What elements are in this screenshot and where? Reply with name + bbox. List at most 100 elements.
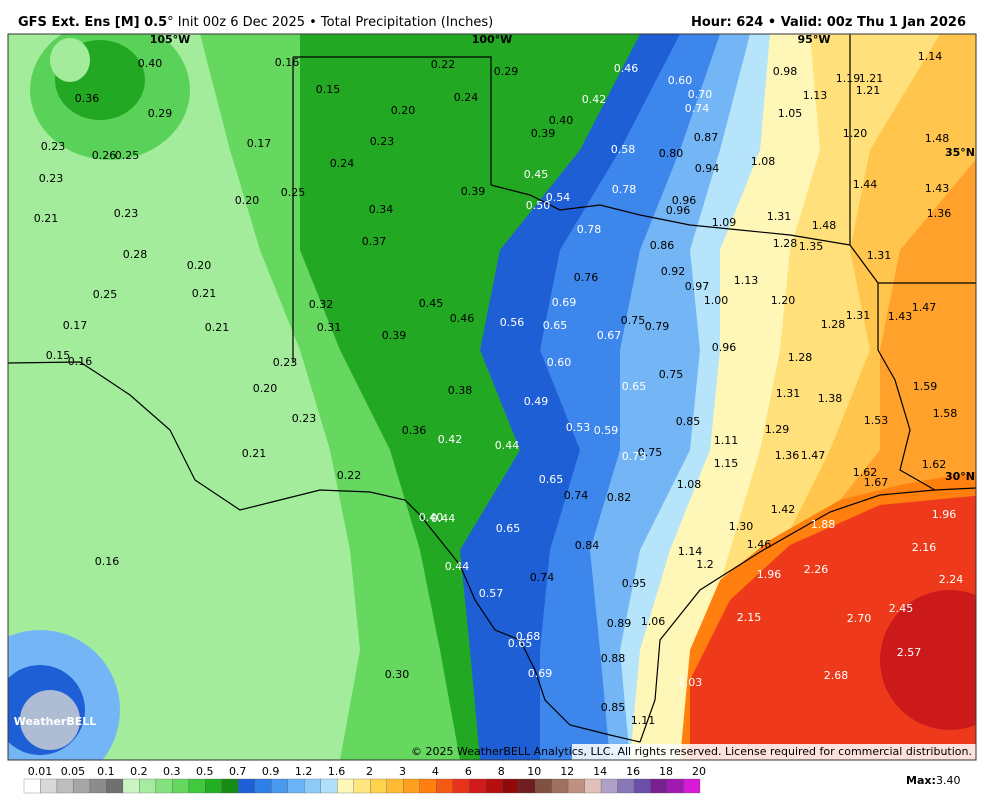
max-value: 3.40 <box>936 774 961 787</box>
legend-swatch <box>172 778 190 794</box>
precip-label: 0.34 <box>369 203 394 216</box>
precip-label: 1.35 <box>799 240 824 253</box>
precip-label: 0.30 <box>385 668 410 681</box>
legend-tick-label: 0.05 <box>61 765 86 778</box>
precip-label: 0.84 <box>575 539 600 552</box>
precip-label: 0.23 <box>292 412 317 425</box>
precip-label: 0.23 <box>273 356 298 369</box>
precip-label: 0.24 <box>454 91 479 104</box>
precip-label: 0.59 <box>594 424 619 437</box>
precip-label: 2.57 <box>897 646 922 659</box>
precip-label: 1.43 <box>888 310 913 323</box>
precip-label: 0.39 <box>382 329 407 342</box>
precip-label: 2.68 <box>824 669 849 682</box>
precip-label: 0.16 <box>275 56 300 69</box>
precip-label: 1.14 <box>918 50 943 63</box>
precip-label: 0.82 <box>607 491 632 504</box>
precip-label: 1.28 <box>773 237 798 250</box>
precip-label: 0.37 <box>362 235 387 248</box>
logo: WeatherBELL <box>14 715 97 728</box>
precip-label: 0.40 <box>419 511 444 524</box>
max-label: Max: <box>906 774 936 787</box>
precip-label: 0.21 <box>34 212 59 225</box>
legend-tick-label: 4 <box>432 765 439 778</box>
legend-swatch <box>469 778 486 794</box>
precip-label: 1.88 <box>811 518 836 531</box>
legend-tick-label: 18 <box>659 765 673 778</box>
precip-label: 1.30 <box>729 520 754 533</box>
precip-label: 1.46 <box>747 538 772 551</box>
precip-label: 0.74 <box>685 102 710 115</box>
legend-tick-label: 6 <box>465 765 472 778</box>
precip-label: 1.00 <box>704 294 729 307</box>
precip-label: 1.06 <box>641 615 666 628</box>
precip-label: 0.26 <box>92 149 117 162</box>
legend-swatch <box>485 778 503 794</box>
legend-swatch <box>238 778 255 794</box>
precip-label: 1.58 <box>933 407 958 420</box>
legend-swatch <box>56 778 74 794</box>
precip-label: 1.13 <box>803 89 828 102</box>
precip-label: 2.15 <box>737 611 762 624</box>
precip-label: 0.31 <box>317 321 342 334</box>
precip-label: 1.08 <box>677 478 702 491</box>
copyright-bg <box>572 744 976 760</box>
precip-label: 1.44 <box>853 178 878 191</box>
precip-label: 0.40 <box>549 114 574 127</box>
title-bold: GFS Ext. Ens [M] 0.5 <box>18 15 167 30</box>
legend-swatch <box>584 778 602 794</box>
precip-label: 0.21 <box>192 287 217 300</box>
precip-label: 1.14 <box>678 545 703 558</box>
legend-swatch <box>683 778 701 794</box>
precip-label: 1.48 <box>925 132 950 145</box>
precip-label: 2.26 <box>804 563 829 576</box>
legend-swatch <box>320 778 338 794</box>
precip-label: 0.65 <box>622 380 647 393</box>
precip-label: 0.74 <box>564 489 589 502</box>
legend-tick-label: 3 <box>399 765 406 778</box>
precip-label: 0.79 <box>645 320 670 333</box>
precip-label: 0.89 <box>607 617 632 630</box>
legend-swatch <box>353 778 371 794</box>
precip-label: 0.36 <box>75 92 100 105</box>
legend-swatch <box>287 778 305 794</box>
precip-label: 0.54 <box>546 191 571 204</box>
precip-label: 1.21 <box>856 84 881 97</box>
boundary <box>293 56 492 185</box>
precip-label: 2.24 <box>939 573 964 586</box>
precip-label: 0.73 <box>622 450 647 463</box>
precip-label: 1.28 <box>821 318 846 331</box>
precip-label: 1.48 <box>812 219 837 232</box>
precip-label: 2.70 <box>847 612 872 625</box>
legend-swatch <box>155 778 173 794</box>
precip-label: 0.75 <box>659 368 684 381</box>
precip-label: 0.60 <box>547 356 572 369</box>
legend-swatch <box>436 778 453 794</box>
precip-label: 0.96 <box>712 341 737 354</box>
legend-swatch <box>617 778 635 794</box>
precip-label: 0.45 <box>524 168 549 181</box>
precip-label: 1.29 <box>765 423 790 436</box>
precip-label: 0.96 <box>672 194 697 207</box>
precip-label: 0.20 <box>235 194 260 207</box>
legend-tick-label: 12 <box>560 765 574 778</box>
legend-swatch <box>40 778 58 794</box>
legend-swatch <box>304 778 321 794</box>
precip-label: 0.24 <box>330 157 355 170</box>
precip-label: 0.69 <box>528 667 553 680</box>
legend-swatch <box>650 778 668 794</box>
legend-swatch <box>633 778 651 794</box>
precip-label: 1.28 <box>788 351 813 364</box>
precip-label: 0.56 <box>500 316 525 329</box>
precip-label: 2.03 <box>678 676 703 689</box>
precip-label: 0.75 <box>621 314 646 327</box>
precip-label: 0.23 <box>39 172 64 185</box>
precip-label: 1.21 <box>859 72 884 85</box>
precip-label: 1.42 <box>771 503 796 516</box>
precip-label: 0.38 <box>448 384 473 397</box>
legend-tick-label: 2 <box>366 765 373 778</box>
precip-label: 0.16 <box>95 555 120 568</box>
legend-swatch <box>73 778 91 794</box>
precip-label: 0.22 <box>337 469 362 482</box>
